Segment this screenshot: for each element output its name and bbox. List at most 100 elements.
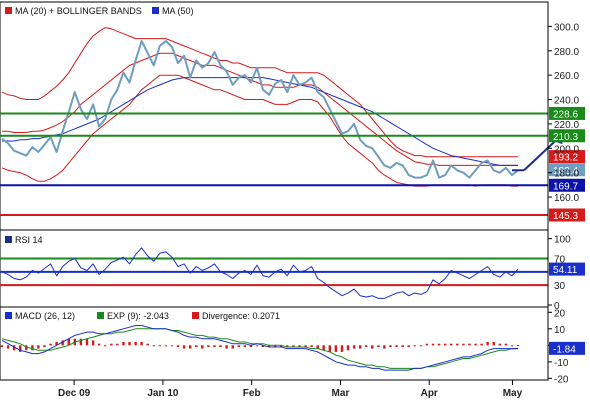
price-ytick-label: 160.0 xyxy=(554,193,579,204)
level-tag-228.6-text: 228.6 xyxy=(553,109,578,120)
legend-swatch-macd xyxy=(5,312,12,319)
level-tag-169.7-text: 169.7 xyxy=(553,181,578,192)
rsi-ytick-label: 100 xyxy=(554,235,571,246)
divergence-bar xyxy=(480,343,483,346)
divergence-bar xyxy=(158,345,161,347)
divergence-bar xyxy=(140,342,143,346)
macd-ytick-label: 10 xyxy=(554,325,566,336)
macd-plot xyxy=(0,325,520,371)
divergence-bar xyxy=(195,345,198,347)
divergence-bar xyxy=(492,342,495,346)
divergence-bar xyxy=(176,345,180,347)
price-ytick-label: 220.0 xyxy=(554,120,579,131)
divergence-bar xyxy=(152,345,155,347)
divergence-bar xyxy=(377,345,380,347)
divergence-bar xyxy=(231,345,234,349)
divergence-bar xyxy=(310,345,313,347)
divergence-bar xyxy=(383,345,386,349)
divergence-bar xyxy=(431,343,435,346)
divergence-bar xyxy=(207,345,210,347)
divergence-bar xyxy=(189,345,192,349)
divergence-bar xyxy=(346,345,350,351)
divergence-bar xyxy=(164,345,168,347)
macd-value-tag: -1.84 xyxy=(549,341,585,355)
legend-label-macd: MACD (26, 12) xyxy=(15,311,75,321)
xtick-label-1: Jan 10 xyxy=(147,388,179,399)
rsi-level-label: 70 xyxy=(554,255,566,266)
legend-swatch-rsi xyxy=(5,236,12,243)
divergence-bar xyxy=(437,343,441,346)
divergence-bar xyxy=(19,345,22,352)
divergence-bar xyxy=(12,345,16,351)
rsi-value-tag: 54.11 xyxy=(549,262,585,276)
rsi-level-label: 30 xyxy=(554,281,566,292)
divergence-bar xyxy=(128,342,131,346)
level-tag-169.7-bg xyxy=(549,178,585,192)
price-ytick-label: 240.0 xyxy=(554,96,579,107)
divergence-bar xyxy=(444,343,447,346)
divergence-bar xyxy=(182,345,186,349)
divergence-bar xyxy=(456,343,459,346)
price-ytick-label: 280.0 xyxy=(554,47,579,58)
divergence-bar xyxy=(225,345,228,349)
legend-label-ma20: MA (20) + BOLLINGER BANDS xyxy=(15,6,142,16)
divergence-bar xyxy=(267,345,271,347)
divergence-bar xyxy=(419,345,423,347)
legend-label-exp9: EXP (9): -2.043 xyxy=(107,311,169,321)
divergence-bar xyxy=(0,345,4,347)
divergence-bar xyxy=(25,345,28,351)
macd-legend: MACD (26, 12) EXP (9): -2.043 Divergence… xyxy=(5,311,280,321)
rsi-legend: RSI 14 xyxy=(5,235,43,245)
divergence-bar xyxy=(286,345,289,347)
macd-ytick-label: -20 xyxy=(554,374,569,385)
rsi-panel xyxy=(0,229,549,308)
divergence-bar xyxy=(395,345,398,347)
level-tag-145.3-bg xyxy=(549,208,585,222)
divergence-bar xyxy=(43,345,46,347)
divergence-bar xyxy=(122,342,125,346)
xtick-label-0: Dec 09 xyxy=(58,388,91,399)
divergence-bar xyxy=(389,345,392,347)
rsi-ytick-label: 0 xyxy=(554,301,560,312)
divergence-bar xyxy=(340,345,344,352)
divergence-bar xyxy=(468,343,471,346)
divergence-bar xyxy=(116,343,119,346)
value-tag-193.2-bg xyxy=(549,150,585,164)
level-tag-210.3: 210.3 xyxy=(549,129,585,143)
value-tag-193.2: 193.2 xyxy=(549,150,585,164)
rsi-value-tag-text: 54.11 xyxy=(553,265,578,276)
divergence-bar xyxy=(6,345,10,349)
divergence-bar xyxy=(498,343,501,346)
divergence-bar xyxy=(79,338,83,346)
divergence-bar xyxy=(243,345,246,347)
price-line xyxy=(1,40,519,179)
level-tag-228.6: 228.6 xyxy=(549,106,585,120)
divergence-bar xyxy=(413,345,416,347)
divergence-bar xyxy=(298,345,301,347)
xtick-label-5: May xyxy=(503,388,523,399)
divergence-bar xyxy=(91,340,95,346)
divergence-bar xyxy=(110,343,113,346)
macd-ytick-label: 20 xyxy=(554,308,566,319)
rsi-line xyxy=(1,247,519,299)
divergence-bar xyxy=(37,345,40,349)
divergence-bar xyxy=(292,345,295,347)
divergence-bar xyxy=(516,345,520,346)
price-panel xyxy=(0,1,549,231)
level-tag-228.6-bg xyxy=(549,106,585,120)
price-ytick-label: 260.0 xyxy=(554,71,579,82)
divergence-bar xyxy=(425,343,429,346)
rsi-value-tag-bg xyxy=(549,262,585,276)
divergence-bar xyxy=(97,343,101,346)
divergence-bar xyxy=(510,345,514,347)
divergence-bar xyxy=(249,345,253,347)
divergence-bar xyxy=(274,345,277,347)
divergence-bar xyxy=(134,342,137,346)
price-legend: MA (20) + BOLLINGER BANDS MA (50) xyxy=(5,6,194,16)
exp9-line xyxy=(1,328,519,369)
macd-ytick-label: -10 xyxy=(554,358,569,369)
divergence-bar xyxy=(261,345,265,347)
divergence-bar xyxy=(280,345,283,347)
macd-value-tag-text: -1.84 xyxy=(553,344,576,355)
divergence-bar xyxy=(352,345,356,349)
